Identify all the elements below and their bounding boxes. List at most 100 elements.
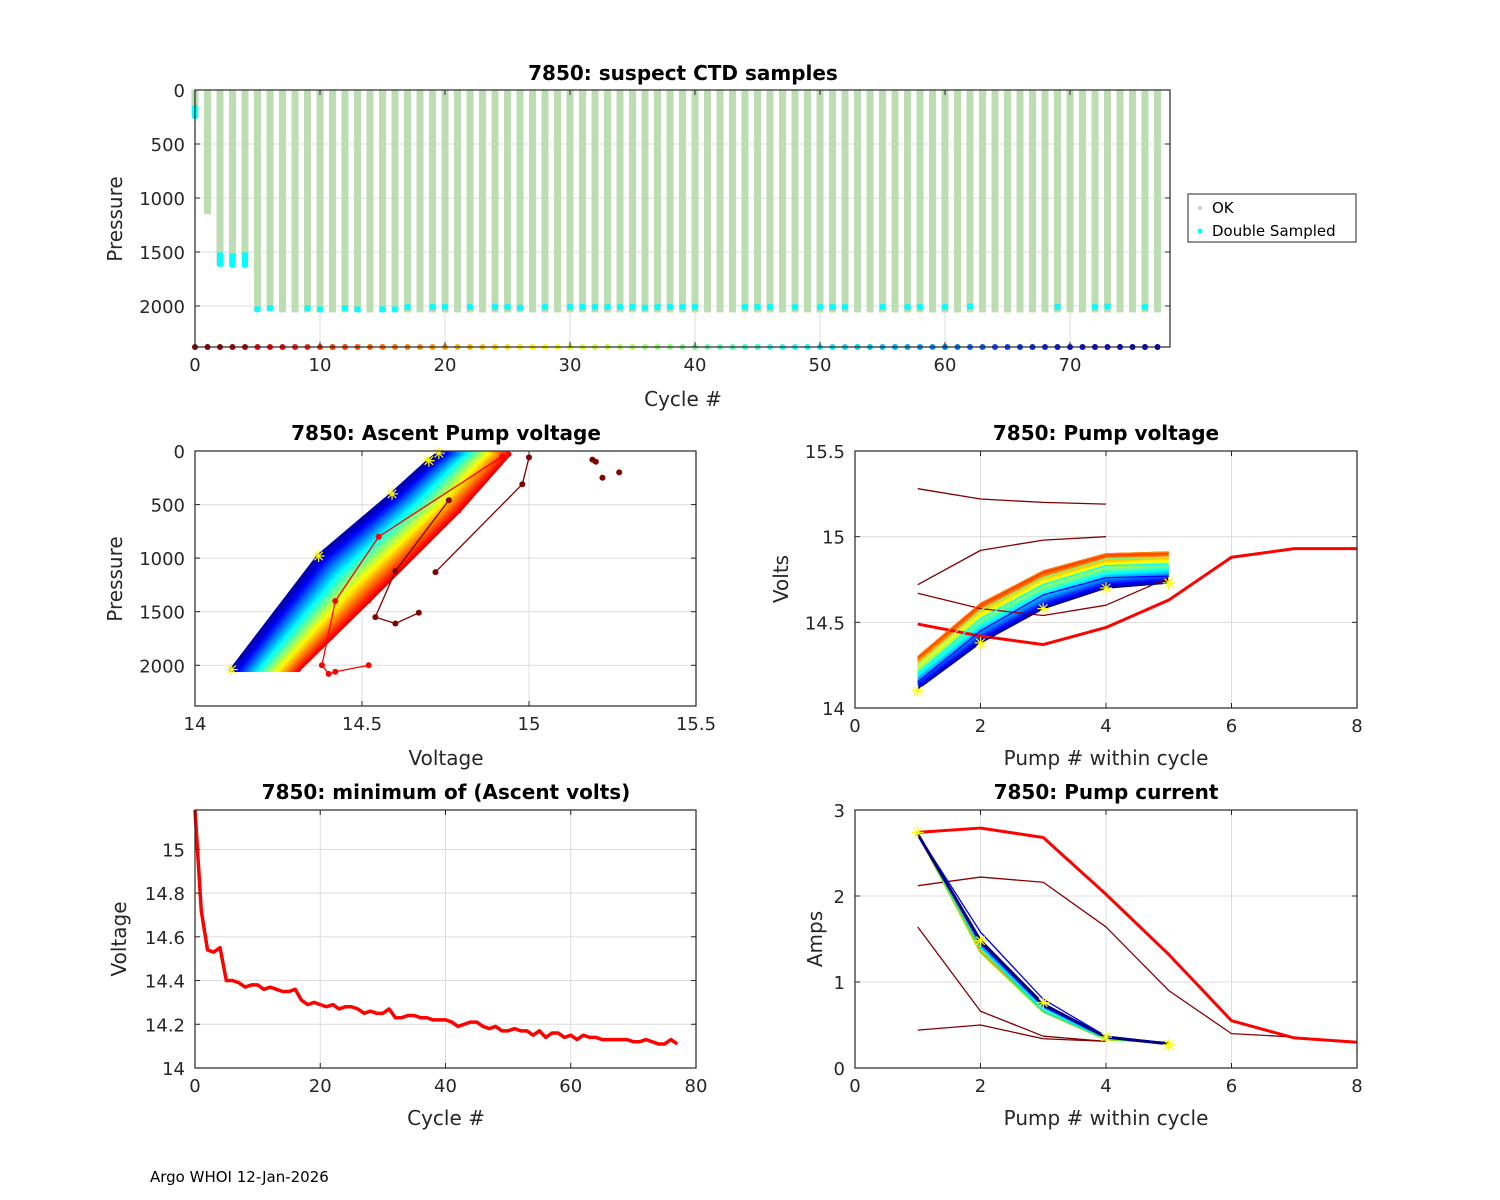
axis-frame: 0 10 20 30 40 50 60 70 0 500 1000 1500 2000 bbox=[139, 81, 1171, 376]
ok-profile-bar bbox=[454, 90, 461, 313]
ok-profile-bar bbox=[791, 90, 799, 313]
y-tick-label: 14.6 bbox=[145, 928, 185, 949]
latest-cycle-star bbox=[225, 663, 238, 676]
double-sampled-marker bbox=[642, 304, 648, 311]
y-tick-label: 14 bbox=[822, 699, 845, 720]
pump-voltage-cycle-line bbox=[917, 575, 1169, 683]
x-tick-label: 8 bbox=[1351, 1076, 1362, 1097]
ok-profile-bar bbox=[654, 90, 661, 313]
latest-cycle-star bbox=[911, 826, 924, 839]
double-sampled-marker bbox=[592, 304, 598, 311]
ok-profile-bar bbox=[929, 90, 936, 313]
ok-profile-bar bbox=[1129, 90, 1136, 313]
star-stroke bbox=[975, 638, 986, 648]
latest-cycle-star bbox=[1037, 602, 1050, 615]
ok-profile-bar bbox=[1041, 90, 1049, 313]
x-tick-label: 14.5 bbox=[342, 714, 382, 735]
double-sampled-marker bbox=[767, 304, 773, 311]
pump-voltage-cycle-line bbox=[917, 563, 1169, 671]
y-tick-label: 15.5 bbox=[805, 442, 845, 463]
x-tick-label: 4 bbox=[1100, 1076, 1111, 1097]
axis-frame: 14 14.5 15 15.5 0 500 1000 1500 2000 bbox=[139, 442, 716, 735]
ok-profile-bar bbox=[341, 90, 349, 313]
axes-box bbox=[194, 89, 1171, 348]
x-tick-label: 8 bbox=[1351, 716, 1362, 737]
double-sampled-marker bbox=[404, 304, 411, 311]
min-ascent-volts-line bbox=[193, 809, 679, 1046]
y-tick-label: 1 bbox=[834, 973, 845, 994]
outlier-trace-point bbox=[519, 481, 526, 488]
pump-voltage-series-cycle-0a bbox=[917, 488, 1107, 505]
x-tick-label: 2 bbox=[975, 1076, 986, 1097]
star-stroke bbox=[387, 489, 397, 499]
latest-cycle-star bbox=[974, 934, 987, 947]
ok-profile-bar bbox=[904, 90, 911, 313]
ok-profile-bar bbox=[729, 90, 736, 313]
double-sampled-marker bbox=[317, 306, 323, 313]
ok-profile-bar bbox=[354, 90, 361, 313]
outlier-point bbox=[616, 469, 623, 476]
ok-profile-bar bbox=[1079, 90, 1086, 313]
ok-profile-bar bbox=[291, 90, 299, 313]
suspect-ctd-legend: OK Double Sampled bbox=[1187, 193, 1357, 243]
y-tick-label: 2 bbox=[834, 887, 845, 908]
double-sampled-marker bbox=[354, 306, 361, 313]
pump-voltage-series-cycle-50 bbox=[917, 563, 1169, 675]
ascent-pump-voltage-xlabel: Voltage bbox=[408, 746, 483, 770]
ok-profile-bar bbox=[491, 90, 499, 313]
ok-profile-bar bbox=[429, 90, 436, 313]
outlier-trace-point bbox=[332, 598, 339, 604]
star-stroke bbox=[913, 686, 923, 696]
pump-voltage-cycle-line bbox=[917, 554, 1169, 661]
latest-cycle-star bbox=[1162, 1038, 1175, 1051]
legend-box bbox=[1187, 193, 1357, 243]
pump-voltage-series-cycle-0b bbox=[917, 536, 1107, 586]
double-sampled-marker bbox=[879, 304, 886, 311]
double-sampled-marker bbox=[829, 304, 836, 311]
double-sampled-marker bbox=[817, 304, 823, 311]
x-tick-label: 80 bbox=[685, 1076, 708, 1097]
pump-voltage-series-cycles-2-4 bbox=[917, 577, 1170, 617]
latest-cycle-star bbox=[422, 454, 435, 467]
x-tick-label: 2 bbox=[975, 716, 986, 737]
outlier-trace-point bbox=[392, 568, 399, 574]
star-stroke bbox=[975, 936, 986, 946]
ok-profile-bar bbox=[304, 90, 311, 313]
outlier-trace-point bbox=[365, 662, 372, 669]
x-tick-label: 10 bbox=[309, 355, 332, 376]
double-sampled-marker bbox=[1104, 303, 1111, 310]
double-sampled-marker bbox=[442, 304, 448, 311]
x-tick-label: 40 bbox=[434, 1076, 457, 1097]
double-sampled-marker bbox=[1142, 304, 1148, 311]
double-sampled-marker bbox=[754, 304, 761, 311]
ok-profile-bar bbox=[379, 90, 386, 313]
double-sampled-marker bbox=[504, 304, 511, 311]
outlier-trace-point bbox=[332, 668, 339, 675]
plot-area bbox=[193, 809, 679, 1046]
y-tick-label: 1500 bbox=[139, 603, 185, 624]
x-tick-label: 0 bbox=[189, 355, 200, 376]
y-tick-label: 500 bbox=[151, 135, 185, 156]
pump-voltage-ylabel: Volts bbox=[769, 555, 793, 603]
outlier-trace-point bbox=[526, 454, 532, 461]
y-tick-label: 14.5 bbox=[805, 613, 845, 634]
pump-voltage-cycle-line bbox=[917, 572, 1169, 680]
legend-marker-double-sampled bbox=[1197, 228, 1203, 234]
pump-voltage-series-cycle-35 bbox=[917, 556, 1169, 666]
ok-profile-bar bbox=[241, 90, 249, 267]
double-sampled-marker bbox=[579, 304, 586, 311]
y-tick-label: 15 bbox=[822, 528, 845, 549]
latest-cycle-star bbox=[1162, 576, 1175, 589]
x-tick-label: 20 bbox=[309, 1076, 332, 1097]
pump-current-series-cycle-0a bbox=[917, 926, 1107, 1042]
pump-voltage-series-cycle-62 bbox=[917, 575, 1169, 683]
ascent-pump-voltage-axes: 7850: Ascent Pump voltage Voltage Pressu… bbox=[103, 421, 716, 770]
latest-cycle-star bbox=[386, 487, 399, 500]
legend-marker-ok bbox=[1197, 205, 1203, 211]
latest-cycle-star bbox=[1100, 1031, 1112, 1044]
suspect-ctd-title: 7850: suspect CTD samples bbox=[528, 61, 838, 85]
pump-voltage-cycle-line bbox=[917, 558, 1169, 665]
pump-voltage-cycle-line bbox=[917, 567, 1169, 674]
ok-profile-bar bbox=[941, 90, 949, 313]
ok-profile-bar bbox=[879, 90, 886, 313]
